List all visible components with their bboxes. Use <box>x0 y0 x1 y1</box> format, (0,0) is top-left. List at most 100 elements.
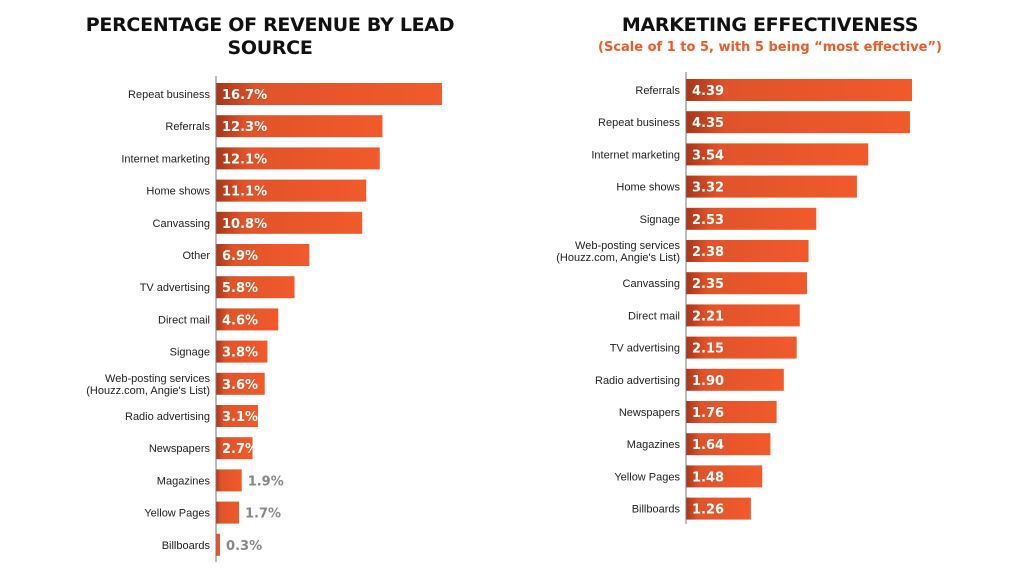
left-bar-4 <box>216 211 363 234</box>
left-bar-12 <box>216 469 242 492</box>
left-category-label-6: TV advertising <box>140 282 210 294</box>
right-bar-7 <box>686 304 800 327</box>
right-bar-10 <box>686 401 777 423</box>
right-category-label-line: Yellow Pages <box>614 471 680 483</box>
right-bar-2 <box>686 143 869 166</box>
right-category-label-line: Canvassing <box>623 278 680 290</box>
right-category-label-line: (Houzz.com, Angie's List) <box>556 252 680 264</box>
right-category-label-5: Web-posting services (Houzz.com, Angie's … <box>556 240 680 264</box>
right-value-label-6: 2.35 <box>692 277 724 292</box>
right-category-label-line: Radio advertising <box>595 375 680 387</box>
right-value-label-7: 2.21 <box>692 309 724 324</box>
right-bar-5 <box>686 240 809 262</box>
left-value-label-4: 10.8% <box>222 217 267 232</box>
left-category-label-7: Direct mail <box>158 314 210 326</box>
right-category-label-line: TV advertising <box>610 343 680 355</box>
left-category-label-line: (Houzz.com, Angie's List) <box>86 385 210 397</box>
right-bar-1 <box>686 111 910 134</box>
right-bar-4 <box>686 207 817 230</box>
left-value-label-1: 12.3% <box>222 120 267 135</box>
left-category-label-4: Canvassing <box>153 218 210 230</box>
left-category-label-line: Canvassing <box>153 218 210 230</box>
right-category-label-13: Billboards <box>632 504 681 516</box>
left-category-label-9: Web-posting services (Houzz.com, Angie's … <box>86 373 210 397</box>
left-bar-2 <box>216 147 380 170</box>
right-category-label-line: Web-posting services <box>575 240 680 252</box>
right-category-label-11: Magazines <box>627 439 681 451</box>
right-bar-12 <box>686 465 763 488</box>
left-bar-0 <box>216 83 442 105</box>
right-value-label-9: 1.90 <box>692 374 724 389</box>
right-chart-subtitle: (Scale of 1 to 5, with 5 being “most eff… <box>598 40 942 55</box>
left-value-label-7: 4.6% <box>222 313 258 328</box>
right-value-label-0: 4.39 <box>692 84 724 99</box>
left-bar-8 <box>216 340 268 363</box>
left-category-label-2: Internet marketing <box>121 153 210 165</box>
left-category-label-line: Web-posting services <box>105 373 210 385</box>
right-category-label-9: Radio advertising <box>595 375 680 387</box>
left-category-label-line: Repeat business <box>128 89 210 101</box>
right-bar-3 <box>686 175 857 198</box>
left-bar-14 <box>216 533 221 556</box>
right-category-label-line: Repeat business <box>598 117 680 129</box>
left-value-label-0: 16.7% <box>222 88 267 103</box>
right-category-label-line: Signage <box>640 214 680 226</box>
right-value-label-13: 1.26 <box>692 503 724 518</box>
right-value-label-3: 3.32 <box>692 181 724 196</box>
right-value-label-2: 3.54 <box>692 148 724 163</box>
left-value-label-8: 3.8% <box>222 346 258 361</box>
left-chart-title: PERCENTAGE OF REVENUE BY LEAD SOURCE <box>85 14 455 59</box>
left-category-label-line: Signage <box>170 347 210 359</box>
left-bar-1 <box>216 115 383 138</box>
right-bar-9 <box>686 368 784 391</box>
right-category-label-7: Direct mail <box>628 310 680 322</box>
right-value-label-12: 1.48 <box>692 470 724 485</box>
right-category-label-12: Yellow Pages <box>614 471 680 483</box>
right-category-label-line: Magazines <box>627 439 681 451</box>
right-category-label-0: Referrals <box>635 85 680 97</box>
right-category-label-2: Internet marketing <box>591 149 680 161</box>
right-value-label-4: 2.53 <box>692 213 724 228</box>
right-value-label-11: 1.64 <box>692 438 724 453</box>
right-category-label-1: Repeat business <box>598 117 680 129</box>
right-category-label-line: Direct mail <box>628 310 680 322</box>
right-value-label-5: 2.38 <box>692 245 724 260</box>
right-bar-11 <box>686 433 771 456</box>
left-category-label-line: Direct mail <box>158 314 210 326</box>
left-category-label-14: Billboards <box>162 540 211 552</box>
right-category-label-line: Home shows <box>616 182 680 194</box>
right-value-label-1: 4.35 <box>692 116 724 131</box>
left-value-label-12: 1.9% <box>248 474 284 489</box>
left-category-label-line: TV advertising <box>140 282 210 294</box>
left-value-label-14: 0.3% <box>226 539 262 554</box>
left-category-label-5: Other <box>182 250 210 262</box>
right-chart-marketing-effectiveness: Referrals 4.39 Repeat business 4.35 Internet… <box>556 72 912 524</box>
right-bar-6 <box>686 272 807 295</box>
left-category-label-line: Newspapers <box>149 443 211 455</box>
left-chart-revenue-by-lead-source: Repeat business 16.7% Referrals 12.3% Intern… <box>86 76 442 562</box>
right-category-label-3: Home shows <box>616 182 680 194</box>
left-category-label-line: Other <box>182 250 210 262</box>
left-value-label-2: 12.1% <box>222 152 267 167</box>
left-bar-10 <box>216 405 258 427</box>
right-category-label-8: TV advertising <box>610 343 680 355</box>
left-bar-9 <box>216 372 265 395</box>
left-category-label-10: Radio advertising <box>125 411 210 423</box>
left-category-label-line: Yellow Pages <box>144 508 210 520</box>
left-category-label-line: Billboards <box>162 540 211 552</box>
right-category-label-10: Newspapers <box>619 407 681 419</box>
left-value-label-13: 1.7% <box>245 507 281 522</box>
left-category-label-1: Referrals <box>165 121 210 133</box>
left-category-label-line: Internet marketing <box>121 153 210 165</box>
left-bar-5 <box>216 244 310 266</box>
right-category-label-line: Billboards <box>632 504 681 516</box>
left-bar-6 <box>216 276 295 299</box>
right-chart-title: MARKETING EFFECTIVENESS <box>621 14 919 36</box>
right-value-label-8: 2.15 <box>692 342 724 357</box>
right-category-label-line: Internet marketing <box>591 149 680 161</box>
left-category-label-line: Referrals <box>165 121 210 133</box>
left-value-label-6: 5.8% <box>222 281 258 296</box>
left-category-label-13: Yellow Pages <box>144 508 210 520</box>
left-value-label-5: 6.9% <box>222 249 258 264</box>
